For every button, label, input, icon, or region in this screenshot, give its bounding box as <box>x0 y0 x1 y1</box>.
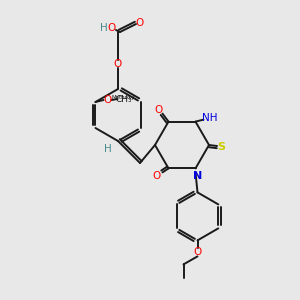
Text: Methoxy: Methoxy <box>112 94 135 100</box>
Text: O: O <box>103 95 112 105</box>
Text: O: O <box>114 59 122 69</box>
Text: O: O <box>194 248 202 257</box>
Text: O: O <box>108 23 116 33</box>
Text: CH₃: CH₃ <box>115 94 132 103</box>
Text: NH: NH <box>202 112 217 123</box>
Text: O: O <box>136 18 144 28</box>
Text: H: H <box>104 144 112 154</box>
Text: N: N <box>193 171 202 182</box>
Text: O: O <box>154 105 163 115</box>
Text: H: H <box>100 23 108 33</box>
Text: S: S <box>217 142 225 152</box>
Text: O: O <box>152 171 160 182</box>
